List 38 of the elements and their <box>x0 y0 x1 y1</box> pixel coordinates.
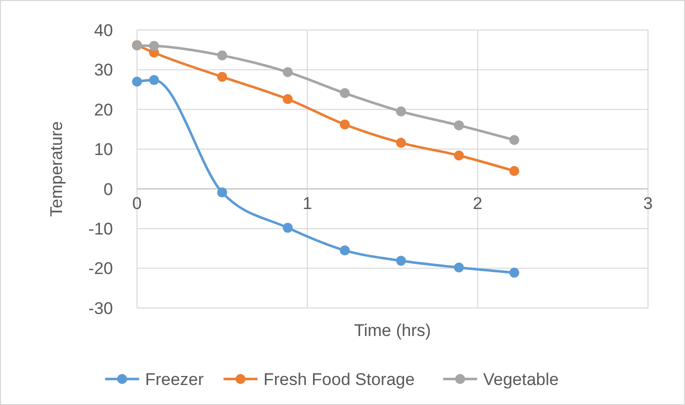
x-tick-label: 3 <box>643 194 653 213</box>
y-axis-title: Temperature <box>47 121 66 217</box>
point <box>454 150 464 160</box>
point <box>340 120 350 130</box>
point <box>340 245 350 256</box>
point <box>509 166 520 176</box>
x-axis-title: Time (hrs) <box>354 321 431 340</box>
point <box>282 67 293 78</box>
y-tick-label: 10 <box>94 140 113 160</box>
point <box>217 187 228 198</box>
point <box>454 262 464 272</box>
point <box>282 222 293 233</box>
legend-label: Freezer <box>145 370 204 389</box>
point <box>454 120 464 130</box>
point <box>396 106 406 116</box>
point <box>282 94 293 104</box>
point <box>217 50 228 60</box>
point <box>509 135 520 146</box>
y-tick-label: 30 <box>94 60 113 80</box>
legend-label: Fresh Food Storage <box>264 370 415 389</box>
y-tick-label: -20 <box>88 259 113 278</box>
point <box>509 268 520 278</box>
point <box>149 75 160 86</box>
x-tick-label: 2 <box>472 194 482 213</box>
point <box>396 138 406 148</box>
y-tick-label: 20 <box>94 100 113 120</box>
x-tick-label: 0 <box>132 194 142 213</box>
y-tick-label: 40 <box>94 20 113 40</box>
point <box>396 256 406 266</box>
x-tick-label: 1 <box>302 194 312 213</box>
legend-label: Vegetable <box>483 370 559 389</box>
y-tick-label: 0 <box>104 180 113 199</box>
y-tick-label: -10 <box>88 220 113 239</box>
point <box>217 72 228 82</box>
point <box>340 88 350 98</box>
point <box>149 40 160 51</box>
point <box>132 76 142 87</box>
y-tick-label: -30 <box>88 298 113 318</box>
